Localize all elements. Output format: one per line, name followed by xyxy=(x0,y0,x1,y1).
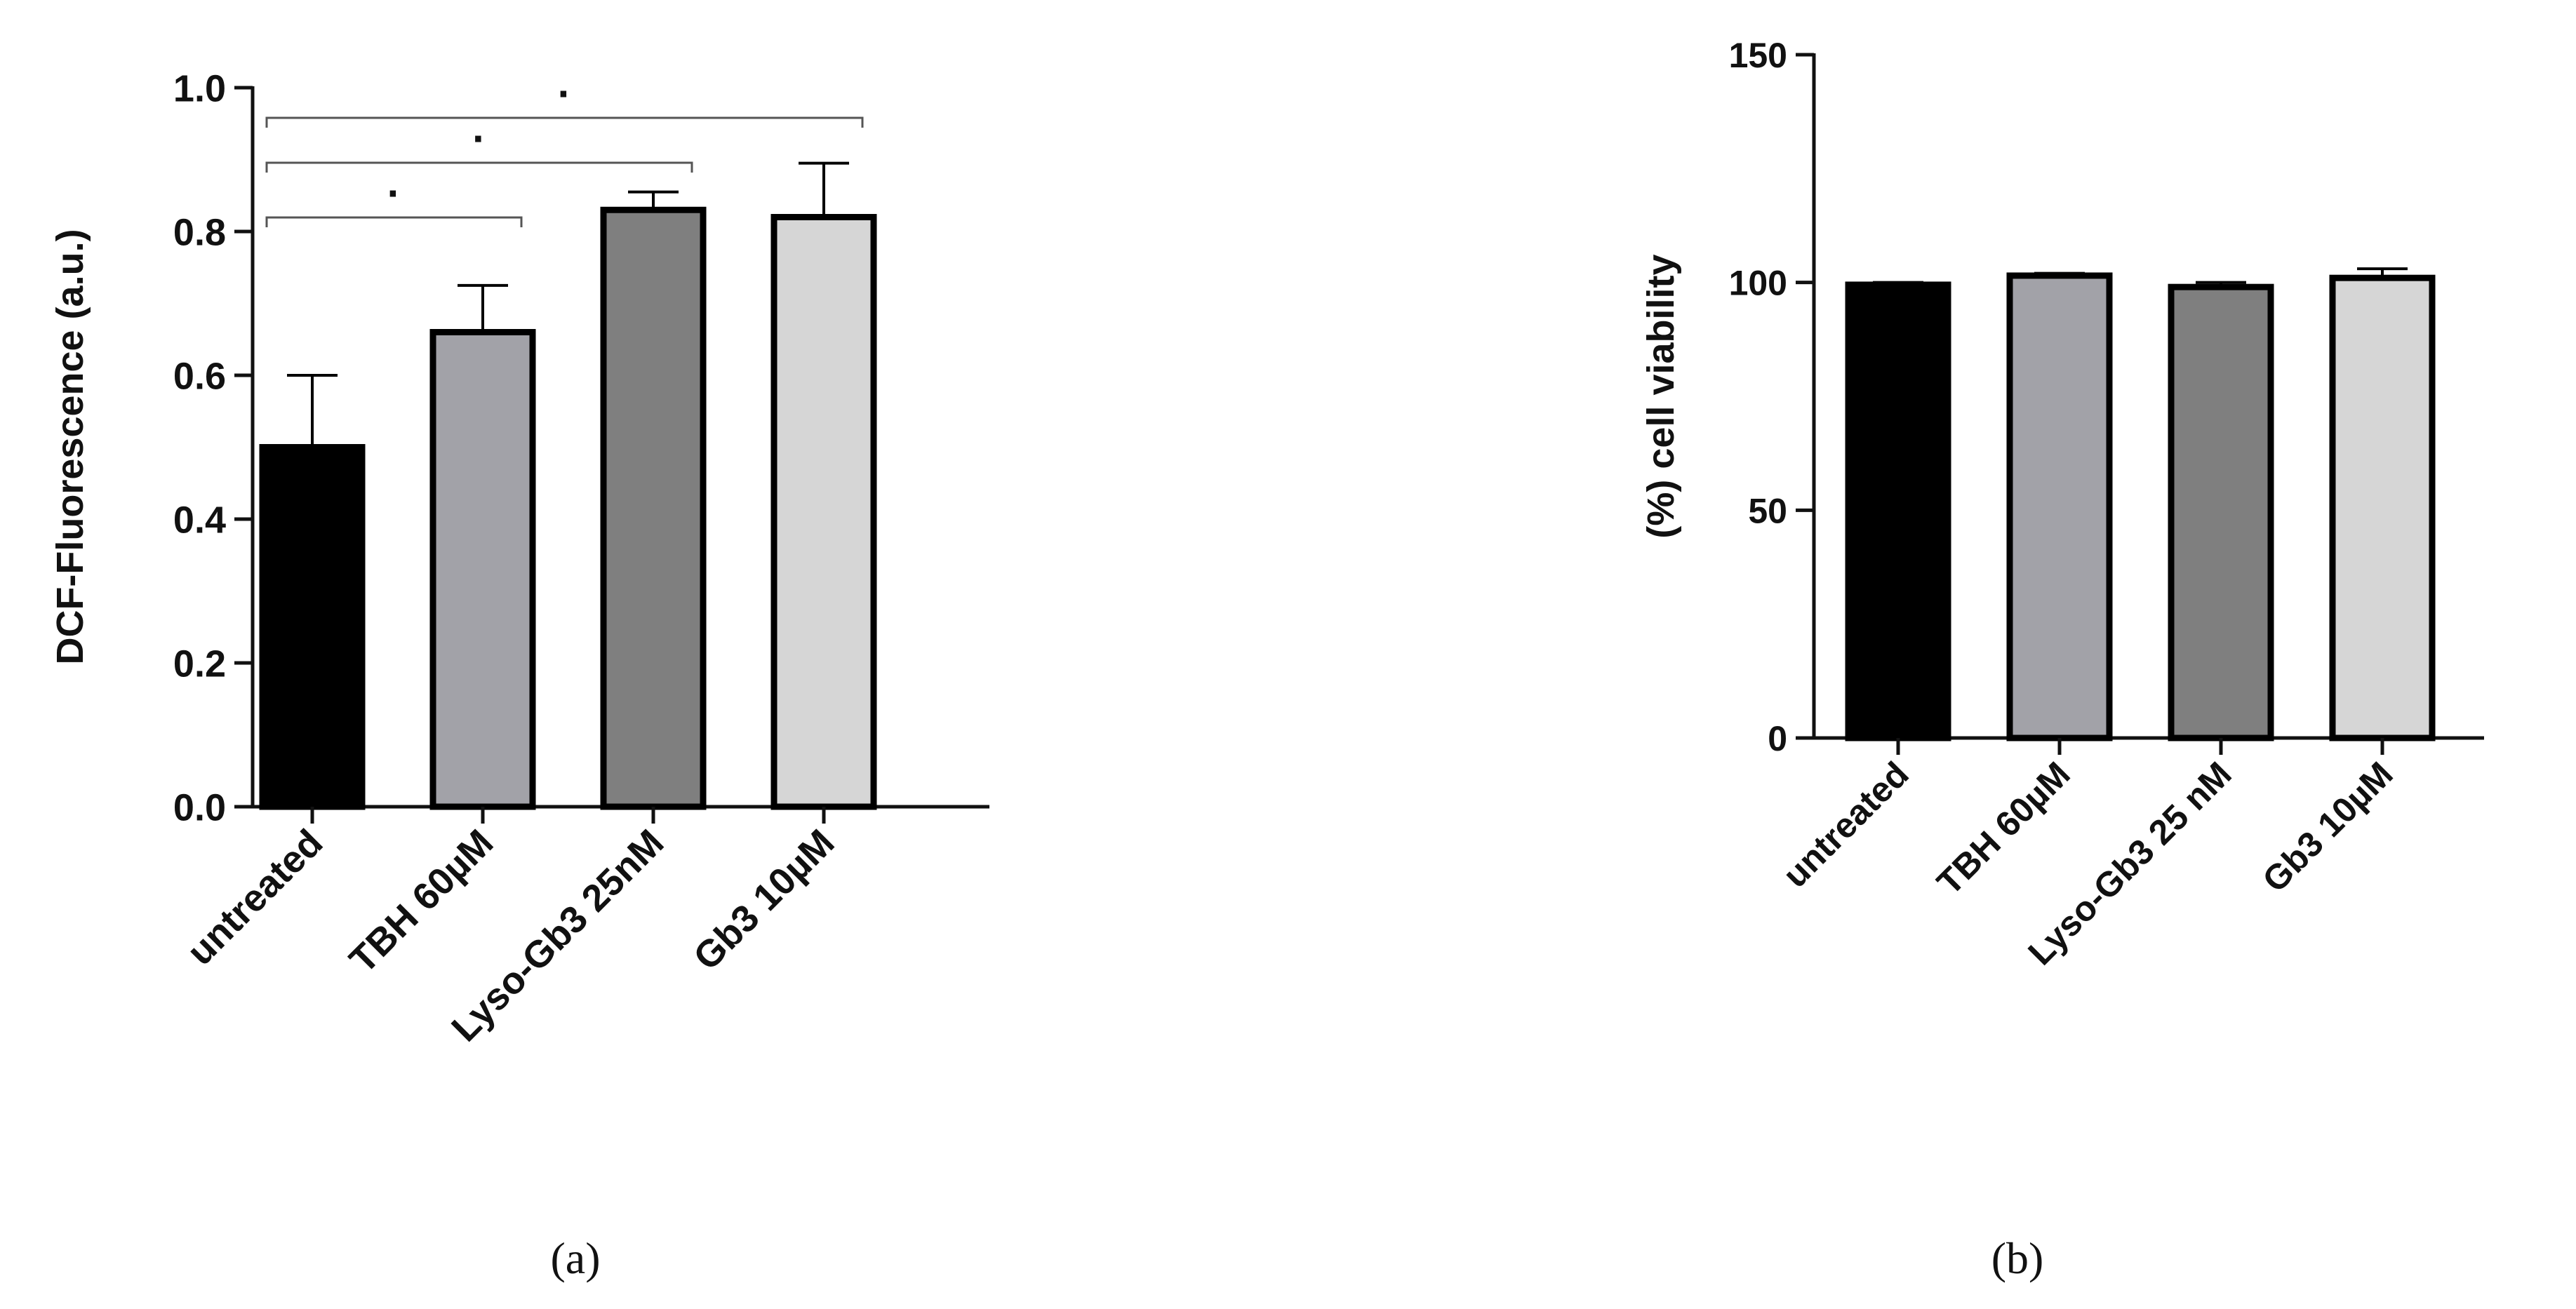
bar xyxy=(600,206,707,810)
y-tick-label: 1.0 xyxy=(173,67,226,109)
y-tick-label: 0.6 xyxy=(173,355,226,397)
x-category-label: untreated xyxy=(1775,754,1916,895)
y-tick-label: 0.4 xyxy=(173,499,226,541)
bar xyxy=(770,214,877,810)
y-tick-label: 0.2 xyxy=(173,643,226,685)
significance-bracket xyxy=(265,216,523,227)
significance-marker: · xyxy=(472,115,486,162)
significance-marker: · xyxy=(387,170,401,217)
panel-b-label: (b) xyxy=(1991,1233,2044,1283)
bar xyxy=(429,329,536,810)
x-category-label: untreated xyxy=(179,821,331,973)
y-tick-label: 50 xyxy=(1748,491,1787,530)
y-tick-label: 0.8 xyxy=(173,211,226,253)
significance-marker: · xyxy=(558,70,572,117)
bar xyxy=(2329,274,2436,741)
significance-bracket xyxy=(265,161,693,173)
x-category-label: Gb3 10µM xyxy=(686,821,843,979)
bar xyxy=(2168,283,2274,741)
panel-a-chart: 0.0 0.2 0.4 0.6 0.8 1.0 DCF-Fluorescence (a.u.… xyxy=(49,67,989,1049)
y-tick-label: 150 xyxy=(1729,36,1787,75)
bar xyxy=(2006,272,2113,741)
significance-bracket xyxy=(265,116,864,128)
y-tick-label: 0.0 xyxy=(173,786,226,828)
panel-b-chart: 0 50 100 150 (%) cell viability untreated TBH … xyxy=(1640,36,2484,973)
panel-a-label: (a) xyxy=(550,1233,600,1283)
bar xyxy=(259,444,366,810)
y-tick-label: 0 xyxy=(1768,719,1787,758)
y-axis-label: (%) cell viability xyxy=(1640,254,1682,538)
x-category-label: TBH 60µM xyxy=(342,821,502,981)
bar xyxy=(1845,281,1951,741)
y-axis-label: DCF-Fluorescence (a.u.) xyxy=(49,229,91,664)
x-category-label: TBH 60µM xyxy=(1930,754,2078,902)
x-category-label: Gb3 10µM xyxy=(2255,754,2400,899)
y-tick-label: 100 xyxy=(1729,264,1787,303)
